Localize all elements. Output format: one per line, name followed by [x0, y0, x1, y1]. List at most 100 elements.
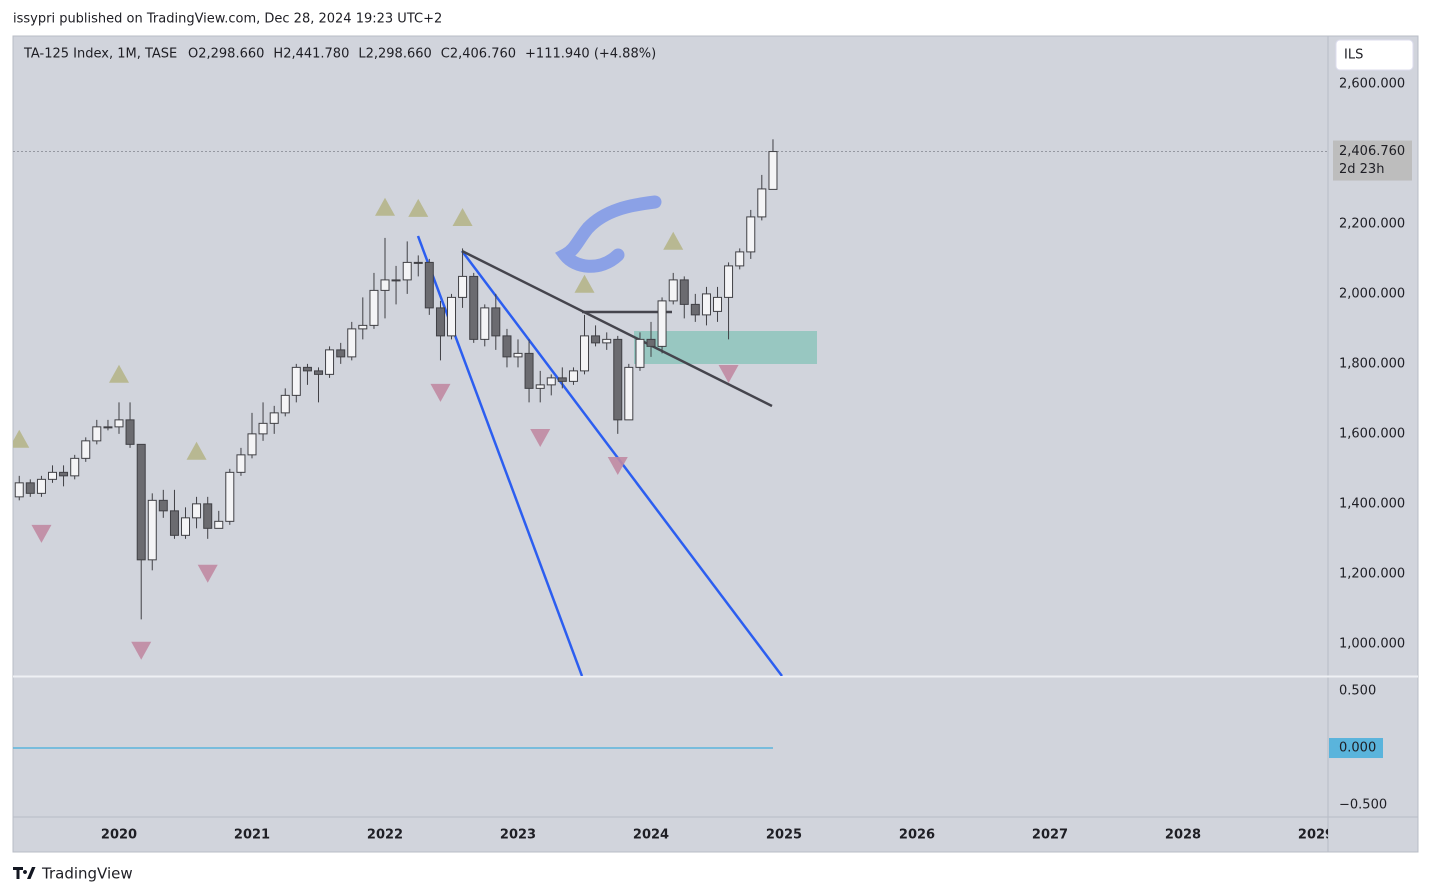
marker-up — [408, 198, 429, 217]
x-tick-label: 2028 — [1165, 828, 1201, 843]
candle-body — [181, 517, 191, 536]
candle-body — [291, 366, 301, 396]
x-tick-label: 2021 — [234, 828, 270, 843]
legend-ohlc-label: H — [273, 47, 283, 62]
candle-body — [679, 279, 689, 305]
y-tick-label: 1,000.000 — [1339, 636, 1405, 651]
countdown: 2d 23h — [1339, 162, 1384, 177]
x-tick-label: 2027 — [1032, 828, 1068, 843]
marker-up — [574, 274, 595, 293]
candle-body — [602, 338, 612, 344]
x-tick-label: 2026 — [899, 828, 935, 843]
candle-body — [236, 454, 246, 473]
legend-ohlc-label: C — [441, 47, 450, 62]
legend-symbol: TA-125 Index, 1M, TASE — [23, 47, 177, 62]
marker-up — [452, 207, 473, 226]
candle-body — [480, 307, 490, 340]
legend-ohlc-label: O — [188, 47, 198, 62]
candle-body — [701, 293, 711, 316]
candle-body — [690, 303, 700, 316]
price-pane — [13, 139, 1328, 676]
candle-body — [646, 338, 656, 347]
candle-body — [81, 440, 91, 459]
candle-body — [48, 471, 58, 480]
candle-body — [147, 499, 157, 561]
candle-body — [469, 275, 479, 340]
time-axis: 2020 2021 2022 2023 2024 2025 2026 2027 2028 2029 — [101, 828, 1328, 843]
candle-body — [613, 338, 623, 421]
candle-body — [435, 307, 445, 337]
y-tick-label: 2,600.000 — [1339, 76, 1405, 91]
legend-ohlc-value: 2,298.660 — [366, 47, 432, 62]
y2-tick-label: −0.500 — [1339, 798, 1387, 813]
candle-body — [269, 412, 279, 424]
marker-down — [607, 456, 628, 475]
legend-ohlc-value: 2,298.660 — [198, 47, 264, 62]
y-tick-label: 1,200.000 — [1339, 566, 1405, 581]
marker-down — [131, 641, 152, 660]
candle-body — [192, 503, 202, 519]
x-tick-label: 2022 — [367, 828, 403, 843]
chart-frame — [12, 35, 1419, 853]
currency-button[interactable] — [1335, 39, 1414, 71]
candle-body — [369, 289, 379, 326]
marker-down — [197, 564, 218, 583]
candle-body — [203, 503, 213, 529]
legend-ohlc-value: 2,441.780 — [283, 47, 349, 62]
y-tick-label: 1,600.000 — [1339, 426, 1405, 441]
y-tick-label: 1,400.000 — [1339, 496, 1405, 511]
candle-body — [668, 279, 678, 302]
candle-body — [524, 352, 534, 389]
marker-up — [13, 429, 30, 448]
x-tick-label: 2020 — [101, 828, 137, 843]
marker-up — [109, 364, 130, 383]
marker-down — [530, 429, 551, 448]
candle-body — [713, 296, 723, 312]
candle-body — [247, 433, 257, 456]
candle-body — [302, 366, 312, 372]
x-tick-label: 2024 — [633, 828, 669, 843]
candle-body — [158, 499, 168, 512]
footer-logo — [13, 867, 36, 879]
candle-body — [768, 151, 778, 190]
candle-body — [657, 300, 667, 347]
candle-body — [746, 216, 756, 253]
legend-change: +111.940 (+4.88%) — [525, 47, 656, 62]
candle-body — [591, 335, 601, 344]
trend-line — [461, 249, 773, 408]
candle-body — [557, 377, 567, 382]
candle-body — [336, 349, 346, 358]
candle-body — [724, 265, 734, 298]
y2-tick-label: 0.500 — [1339, 684, 1376, 699]
candle-body — [757, 188, 767, 218]
candle-body — [36, 478, 46, 494]
candle-body — [546, 377, 556, 386]
candle-body — [735, 251, 745, 267]
candle-body — [169, 510, 179, 536]
legend: O 2,298.660 H 2,441.780 L 2,298.660 C 2,406.760… — [188, 47, 656, 62]
trend-line — [416, 235, 584, 676]
level-label-bg — [1329, 738, 1383, 759]
candle-body — [25, 482, 35, 494]
candle-body — [402, 261, 412, 281]
candle-body — [103, 426, 113, 429]
candle-body — [358, 324, 368, 330]
candle-body — [380, 279, 390, 291]
candle-body — [424, 261, 434, 309]
candle-body — [513, 352, 523, 358]
candle-body — [258, 422, 268, 435]
currency[interactable]: ILS — [1344, 48, 1363, 63]
x-tick-label: 2025 — [766, 828, 802, 843]
candle-body — [535, 384, 545, 389]
candle-body — [314, 370, 324, 375]
candle-body — [568, 370, 578, 382]
marker-up — [186, 441, 207, 460]
y-tick-label: 2,200.000 — [1339, 216, 1405, 231]
candle-body — [391, 279, 401, 282]
candle-body — [325, 349, 335, 375]
publish-info: issypri published on TradingView.com, De… — [13, 12, 442, 27]
candle-body — [624, 366, 634, 421]
candle-body — [502, 335, 512, 358]
y-tick-label: 2,000.000 — [1339, 286, 1405, 301]
